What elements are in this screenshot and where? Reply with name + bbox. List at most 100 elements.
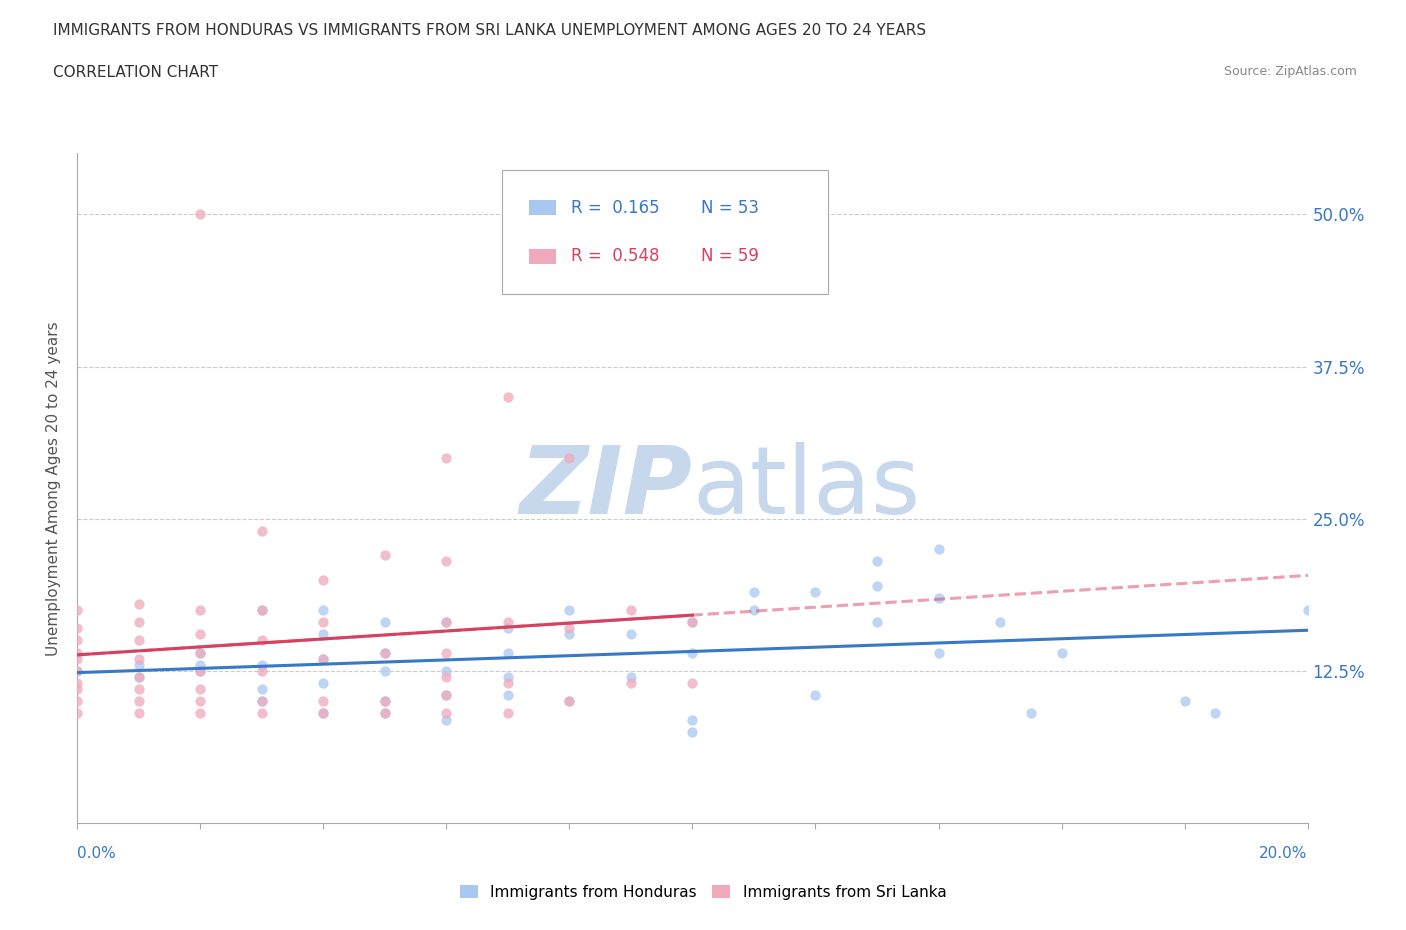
Point [682,615,704,630]
Text: Source: ZipAtlas.com: Source: ZipAtlas.com [1223,65,1357,78]
Point [1174,694,1197,709]
Point [496,615,519,630]
Point [312,694,335,709]
Point [436,645,458,660]
Point [928,591,950,605]
Point [128,615,150,630]
Point [128,658,150,672]
Point [558,627,581,642]
Point [928,645,950,660]
Point [250,706,273,721]
Point [374,663,396,678]
Point [374,645,396,660]
Point [436,663,458,678]
Point [128,694,150,709]
Y-axis label: Unemployment Among Ages 20 to 24 years: Unemployment Among Ages 20 to 24 years [46,321,62,656]
Point [682,615,704,630]
Point [496,688,519,703]
Point [436,615,458,630]
Point [558,603,581,618]
Point [558,694,581,709]
Point [374,548,396,563]
Point [312,572,335,587]
Point [188,682,212,697]
Text: 0.0%: 0.0% [77,846,117,861]
Point [66,675,89,690]
Point [620,603,643,618]
Point [128,633,150,648]
Point [188,663,212,678]
Point [188,694,212,709]
Point [188,603,212,618]
Point [866,578,889,593]
Point [66,633,89,648]
Point [496,675,519,690]
Point [374,694,396,709]
Point [250,658,273,672]
Point [558,450,581,465]
Point [312,675,335,690]
Point [742,603,765,618]
Text: ZIP: ZIP [520,443,693,534]
Point [128,670,150,684]
Point [312,615,335,630]
Point [66,694,89,709]
Point [312,651,335,666]
Point [66,645,89,660]
Point [188,206,212,221]
Text: N = 53: N = 53 [702,199,759,217]
Point [250,663,273,678]
Text: CORRELATION CHART: CORRELATION CHART [53,65,218,80]
Text: N = 59: N = 59 [702,247,759,265]
Point [188,645,212,660]
Point [250,524,273,538]
Point [804,688,827,703]
Point [496,670,519,684]
Point [558,694,581,709]
Point [188,645,212,660]
Point [988,615,1011,630]
Point [66,682,89,697]
Point [436,712,458,727]
FancyBboxPatch shape [529,201,555,215]
Point [66,663,89,678]
Point [188,663,212,678]
Point [866,615,889,630]
Point [250,694,273,709]
Point [128,706,150,721]
Point [66,603,89,618]
Point [804,584,827,599]
Point [620,627,643,642]
Point [66,706,89,721]
Point [496,706,519,721]
Point [1019,706,1042,721]
Point [188,627,212,642]
Point [312,706,335,721]
Point [312,603,335,618]
Point [128,670,150,684]
Point [188,658,212,672]
FancyBboxPatch shape [529,249,555,264]
Point [558,621,581,636]
Point [374,694,396,709]
Point [436,670,458,684]
Point [682,675,704,690]
Point [436,554,458,569]
Point [866,554,889,569]
Point [250,633,273,648]
Point [128,682,150,697]
Point [312,651,335,666]
Point [436,615,458,630]
Point [250,682,273,697]
Point [312,627,335,642]
Point [496,645,519,660]
Point [436,688,458,703]
Point [188,706,212,721]
Point [66,663,89,678]
Point [1204,706,1226,721]
Point [250,603,273,618]
Point [682,724,704,739]
Point [374,645,396,660]
Point [620,675,643,690]
Point [374,706,396,721]
